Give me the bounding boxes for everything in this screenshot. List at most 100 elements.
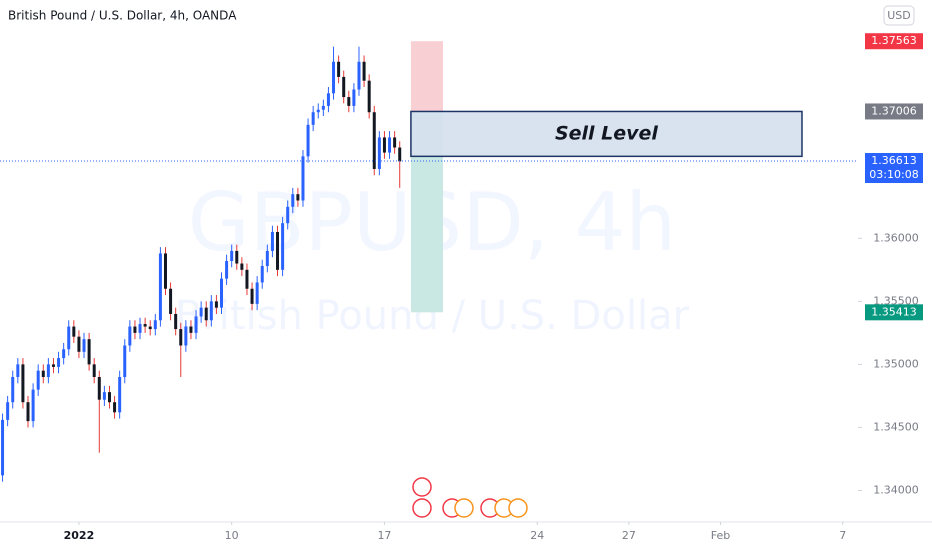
candle-body: [199, 307, 203, 317]
header-title: British Pound / U.S. Dollar, 4h, OANDA: [8, 9, 237, 23]
candle-body: [11, 377, 15, 403]
x-tick-label: 27: [622, 529, 636, 542]
x-tick-label: 24: [530, 529, 544, 542]
price-tag-label: 1.35413: [871, 305, 917, 318]
candle-body: [169, 288, 173, 314]
candle-body: [57, 358, 61, 367]
y-tick-label: 1.34000: [873, 483, 919, 496]
candle-body: [270, 232, 274, 251]
candle-body: [102, 392, 106, 400]
candle-body: [41, 370, 45, 377]
x-tick-label: 7: [839, 529, 846, 542]
candle-body: [347, 97, 351, 106]
candle-body: [352, 89, 356, 106]
candle-body: [332, 61, 336, 94]
price-tag: [865, 103, 923, 120]
candle-body: [372, 112, 376, 169]
candle-body: [306, 124, 310, 157]
sell-zone: [410, 110, 803, 158]
candle-body: [204, 307, 208, 321]
price-tag-label: 1.37006: [871, 104, 917, 117]
currency-button[interactable]: [883, 5, 915, 26]
candle-body: [388, 137, 392, 153]
candle-body: [143, 324, 147, 327]
countdown-label: 03:10:08: [869, 168, 918, 181]
candle-body: [148, 326, 152, 330]
event-icon: [508, 498, 528, 518]
candle-body: [296, 194, 300, 201]
candle-body: [316, 109, 320, 113]
candle-body: [301, 156, 305, 201]
candle-body: [51, 364, 55, 367]
price-tag: [865, 304, 923, 321]
y-tick-label: 1.34500: [873, 420, 919, 433]
candle-body: [133, 326, 137, 333]
stop-zone: [410, 41, 444, 112]
candle-body: [367, 80, 371, 113]
candle-body: [72, 326, 76, 337]
candle-body: [276, 232, 280, 270]
candle-body: [240, 263, 244, 270]
candle-body: [184, 326, 188, 346]
sell-zone-label: Sell Level: [555, 122, 658, 144]
candle-body: [6, 402, 10, 420]
candle-body: [82, 339, 86, 352]
candle-body: [174, 313, 178, 330]
candle-body: [179, 329, 183, 346]
candle-body: [250, 288, 254, 304]
candle-body: [220, 278, 224, 308]
y-tick-label: 1.36000: [873, 231, 919, 244]
candle-body: [62, 349, 66, 359]
candle-body: [342, 76, 346, 98]
candle-body: [123, 345, 127, 377]
candle-body: [311, 112, 315, 125]
candle-body: [107, 392, 111, 403]
candle-body: [225, 261, 229, 279]
event-icon: [412, 477, 432, 497]
event-icons: [412, 477, 528, 518]
candle-body: [337, 61, 341, 77]
candle-body: [357, 61, 361, 90]
candle-body: [326, 93, 330, 106]
candle-body: [377, 137, 381, 169]
x-tick-label: 17: [377, 529, 391, 542]
x-tick-label: 10: [225, 529, 239, 542]
candle-body: [235, 250, 239, 264]
candle-body: [92, 364, 96, 377]
price-tag-label: 1.37563: [871, 34, 917, 47]
candle-body: [118, 377, 122, 413]
candle-body: [321, 105, 325, 110]
candle-body: [77, 336, 81, 352]
current-price-tag: [865, 153, 923, 184]
x-tick-label: Feb: [711, 529, 730, 542]
candle-body: [153, 320, 157, 330]
y-tick-label: 1.35500: [873, 294, 919, 307]
candle-body: [382, 137, 386, 153]
candle-body: [31, 389, 35, 422]
candle-body: [138, 324, 142, 333]
candle-body: [46, 364, 50, 377]
candle-body: [393, 137, 397, 148]
candle-body: [36, 370, 40, 390]
candle-body: [281, 223, 285, 270]
candle-body: [265, 250, 269, 267]
candle-body: [255, 282, 259, 304]
candle-body: [158, 253, 162, 321]
candle-body: [398, 147, 402, 162]
candle-body: [209, 301, 213, 321]
candle-body: [291, 194, 295, 207]
price-tag: [865, 33, 923, 50]
x-tick-label: 2022: [64, 529, 95, 542]
candle-body: [286, 206, 290, 224]
candle-body: [87, 339, 91, 365]
candle-body: [1, 419, 5, 476]
candle-body: [97, 377, 101, 400]
candle-body: [189, 326, 193, 333]
currency-label: USD: [887, 9, 911, 22]
candle-body: [214, 301, 218, 308]
candle-body: [163, 253, 167, 289]
event-icon: [412, 498, 432, 518]
candle-body: [26, 402, 30, 422]
